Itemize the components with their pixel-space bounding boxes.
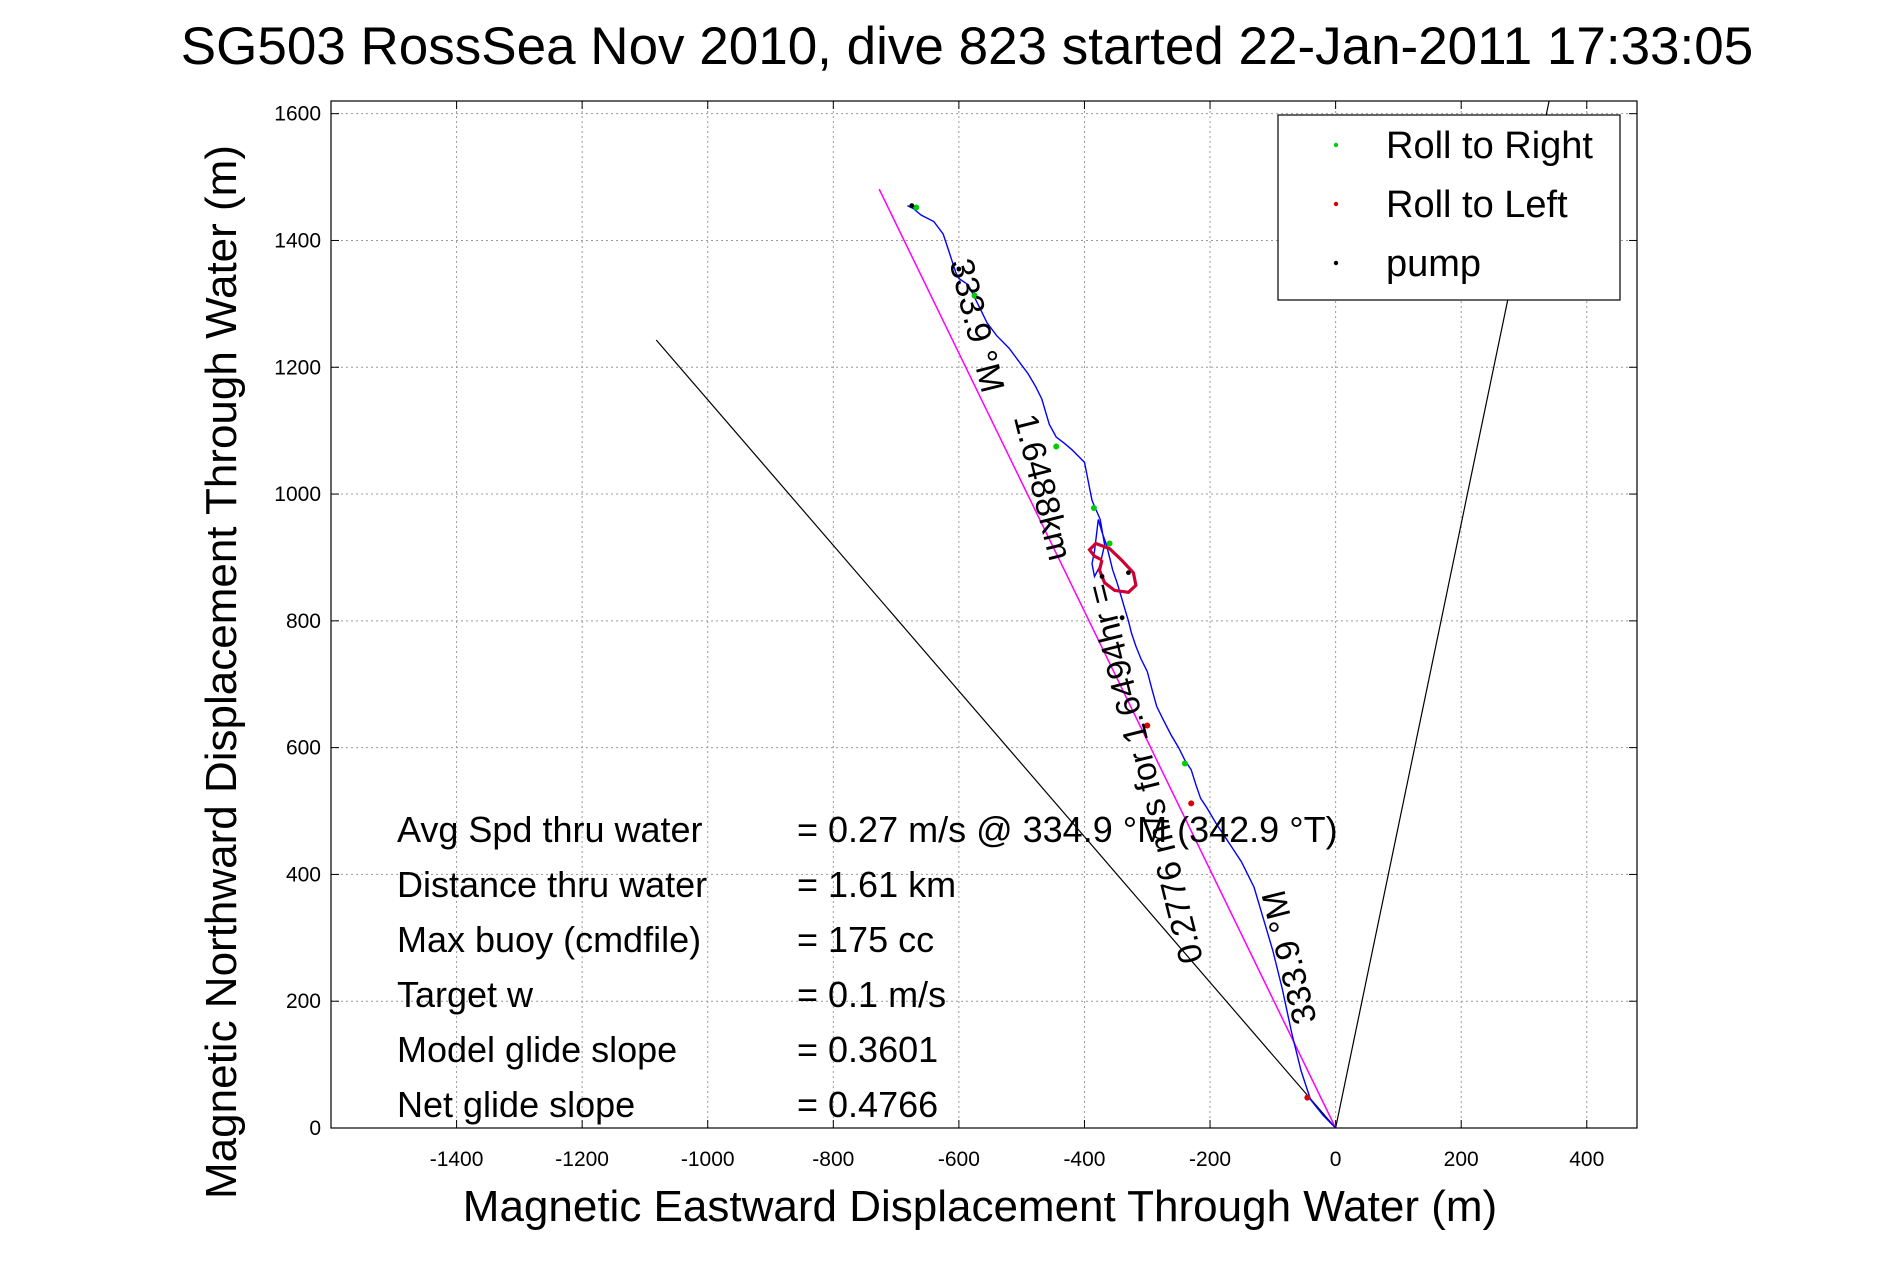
- roll-left-mark: [1188, 800, 1195, 807]
- roll-right-mark: [1090, 504, 1097, 511]
- x-tick-label: -1200: [555, 1148, 609, 1171]
- legend-marker: [1333, 201, 1339, 207]
- roll-right-mark: [1181, 760, 1188, 767]
- y-tick-label: 1200: [274, 356, 321, 379]
- stat-value: = 0.3601: [797, 1029, 938, 1070]
- marks: [909, 203, 1311, 1101]
- stat-value: = 175 cc: [797, 919, 934, 960]
- y-tick-label: 800: [286, 610, 321, 633]
- y-tick-label: 1000: [274, 483, 321, 506]
- y-tick-label: 200: [286, 990, 321, 1013]
- pump-mark: [956, 266, 962, 272]
- x-tick-label: -600: [938, 1148, 980, 1171]
- legend-label: Roll to Right: [1386, 125, 1593, 167]
- reference-line-2: [655, 339, 1337, 1129]
- y-tick-label: 600: [286, 737, 321, 760]
- x-tick-label: -200: [1189, 1148, 1231, 1171]
- y-axis-label: Magnetic Northward Displacement Through …: [197, 145, 246, 1199]
- stat-value: = 0.27 m/s @ 334.9 °M (342.9 °T): [797, 809, 1338, 850]
- y-tick-label: 1400: [274, 229, 321, 252]
- stat-label: Avg Spd thru water: [397, 809, 703, 850]
- y-tick-label: 1600: [274, 103, 321, 126]
- roll-left-mark: [1304, 1094, 1311, 1101]
- ticks: -1400 -1200 -1000 -800 -600 -400 -200 0 200 400 0 2…: [274, 101, 1637, 1171]
- roll-right-mark: [971, 292, 978, 299]
- series: [878, 188, 1337, 1129]
- stat-label: Target w: [397, 974, 534, 1015]
- pump-mark: [909, 203, 915, 209]
- grid: [331, 101, 1637, 1129]
- legend-label: Roll to Left: [1386, 184, 1568, 226]
- pump-mark: [1099, 574, 1105, 579]
- legend: Roll to Right Roll to Left pump: [1277, 114, 1621, 301]
- roll-left-loop: [1087, 541, 1138, 594]
- x-tick-label: 0: [1330, 1148, 1342, 1171]
- stat-value: = 0.4766: [797, 1084, 938, 1125]
- x-tick-label: -400: [1063, 1148, 1105, 1171]
- x-tick-label: -1000: [681, 1148, 735, 1171]
- stat-label: Net glide slope: [397, 1084, 635, 1125]
- roll-left-mark: [1144, 722, 1151, 729]
- stats-block: Avg Spd thru water = 0.27 m/s @ 334.9 °M …: [397, 809, 1338, 1125]
- legend-marker: [1333, 142, 1339, 148]
- stat-label: Max buoy (cmdfile): [397, 919, 701, 960]
- x-tick-label: -800: [812, 1148, 854, 1171]
- glider-track: [907, 204, 1337, 1129]
- x-tick-label: 400: [1569, 1148, 1604, 1171]
- pump-mark: [1119, 615, 1125, 621]
- stat-label: Distance thru water: [397, 864, 707, 905]
- stat-value: = 1.61 km: [797, 864, 956, 905]
- y-tick-label: 0: [309, 1117, 321, 1140]
- bearing-line: [878, 188, 1337, 1129]
- legend-marker: [1333, 260, 1339, 266]
- roll-right-mark: [1106, 540, 1113, 547]
- x-tick-label: 200: [1444, 1148, 1479, 1171]
- x-axis-label: Magnetic Eastward Displacement Through W…: [463, 1182, 1497, 1231]
- plot-frame: [330, 100, 1638, 1129]
- stat-label: Model glide slope: [397, 1029, 677, 1070]
- y-tick-label: 400: [286, 863, 321, 886]
- roll-right-mark: [1053, 443, 1060, 450]
- legend-label: pump: [1386, 243, 1481, 285]
- stat-value: = 0.1 m/s: [797, 974, 946, 1015]
- pump-mark: [1126, 570, 1131, 576]
- chart-title: SG503 RossSea Nov 2010, dive 823 started…: [181, 17, 1753, 76]
- x-tick-label: -1400: [430, 1148, 484, 1171]
- roll-right-mark: [913, 204, 920, 211]
